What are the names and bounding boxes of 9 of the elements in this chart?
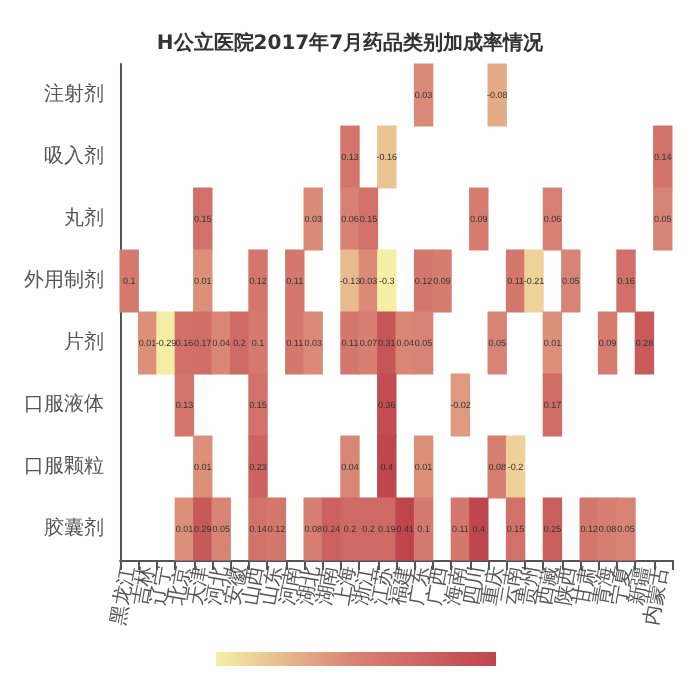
y-tick-label: 吸入剂 bbox=[44, 144, 104, 168]
y-tick-label: 片剂 bbox=[64, 330, 104, 354]
y-tick-label: 口服颗粒 bbox=[24, 456, 104, 478]
y-tick-label: 外用制剂 bbox=[24, 268, 104, 292]
y-tick-label: 胶囊剂 bbox=[44, 516, 104, 540]
y-tick-label: 注射剂 bbox=[44, 82, 104, 106]
y-tick-label: 口服液体 bbox=[24, 392, 104, 416]
chart-title: H公立医院2017年7月药品类别加成率情况 bbox=[156, 31, 546, 55]
y-tick-label: 丸剂 bbox=[64, 206, 104, 230]
